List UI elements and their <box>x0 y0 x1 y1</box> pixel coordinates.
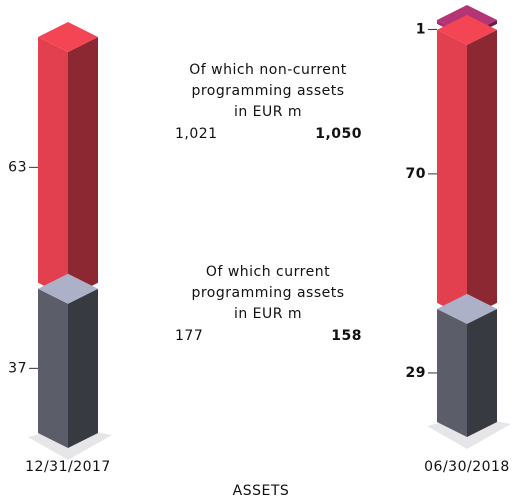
annotation-text: Of which non-current <box>189 62 347 78</box>
annotation-text: in EUR m <box>234 104 302 120</box>
segment-top <box>38 22 98 52</box>
annotation-value: 1,050 <box>315 126 362 142</box>
segment-top <box>437 293 497 324</box>
annotation-text: Of which current <box>206 264 330 280</box>
category-label: 06/30/2018 <box>424 459 510 475</box>
segment-top <box>437 14 497 45</box>
column-segment <box>437 14 497 318</box>
annotation-text: in EUR m <box>234 306 302 322</box>
category-label: 12/31/2017 <box>25 459 111 475</box>
segment-front <box>38 37 68 298</box>
column-segment <box>38 22 98 298</box>
segment-label: 1 <box>416 21 426 37</box>
column-segment <box>38 273 98 448</box>
chart-title: ASSETS <box>233 483 290 499</box>
segment-front <box>437 308 467 437</box>
segment-top <box>38 273 98 304</box>
segment-front <box>38 288 68 448</box>
segment-label: 63 <box>8 159 27 175</box>
annotation-value: 158 <box>331 328 362 344</box>
segment-label: 29 <box>406 365 426 381</box>
segment-side <box>467 29 497 318</box>
segment-label: 37 <box>8 360 27 376</box>
annotation-value: 177 <box>175 328 203 344</box>
segment-front <box>437 29 467 318</box>
column-segment <box>437 293 497 437</box>
annotation-text: programming assets <box>191 285 344 301</box>
segment-side <box>68 288 98 448</box>
annotation-text: programming assets <box>191 83 344 99</box>
segment-side <box>68 37 98 298</box>
segment-label: 70 <box>406 166 426 182</box>
segment-side <box>467 308 497 437</box>
annotation-value: 1,021 <box>175 126 218 142</box>
